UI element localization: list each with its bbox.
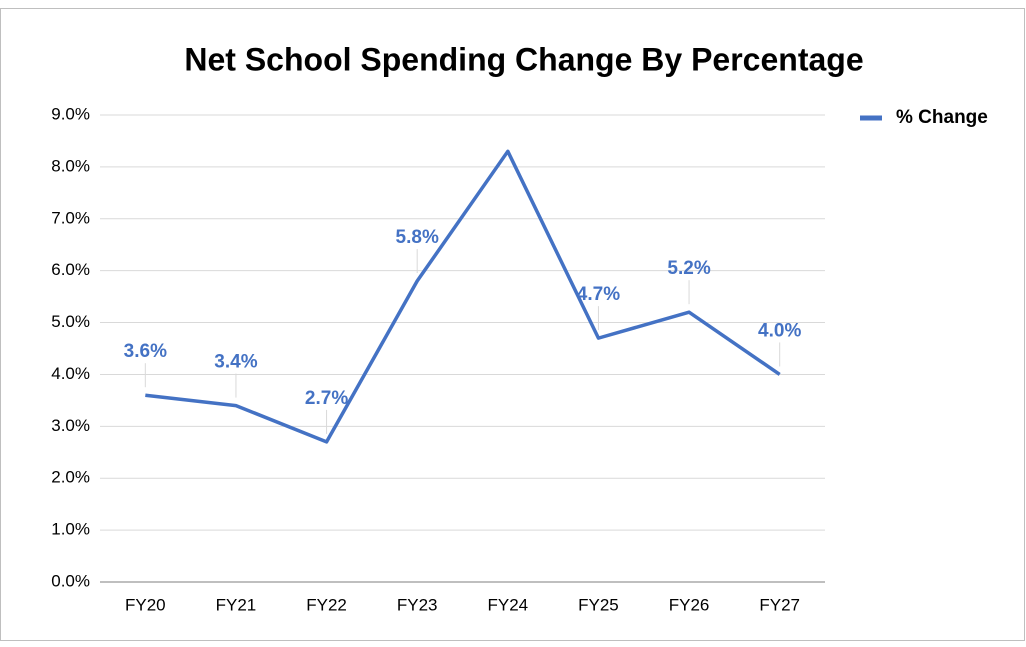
data-label: 3.4% — [214, 352, 257, 373]
y-tick-label: 5.0% — [51, 312, 90, 331]
x-tick-label: FY23 — [397, 595, 438, 614]
data-label: 5.2% — [667, 258, 710, 279]
y-tick-label: 7.0% — [51, 208, 90, 227]
x-tick-label: FY24 — [487, 595, 528, 614]
y-tick-label: 1.0% — [51, 520, 90, 539]
legend-label: % Change — [896, 107, 988, 128]
y-tick-label: 0.0% — [51, 571, 90, 590]
y-tick-label: 2.0% — [51, 468, 90, 487]
chart-frame — [0, 8, 1025, 641]
data-line — [145, 149, 781, 444]
x-tick-label: FY21 — [216, 595, 257, 614]
data-label: 4.0% — [758, 320, 801, 341]
x-tick-label: FY22 — [306, 595, 347, 614]
chart-title: Net School Spending Change By Percentage — [184, 41, 863, 77]
x-tick-label: FY27 — [759, 595, 800, 614]
data-label: 3.6% — [124, 341, 167, 362]
y-tick-label: 8.0% — [51, 156, 90, 175]
data-label: 4.7% — [577, 284, 620, 305]
x-tick-label: FY26 — [669, 595, 710, 614]
y-tick-label: 3.0% — [51, 416, 90, 435]
data-label: 2.7% — [305, 388, 348, 409]
x-tick-label: FY20 — [125, 595, 166, 614]
y-tick-label: 9.0% — [51, 104, 90, 123]
x-tick-label: FY25 — [578, 595, 619, 614]
data-label: 5.8% — [396, 227, 439, 248]
y-tick-label: 4.0% — [51, 364, 90, 383]
y-tick-label: 6.0% — [51, 260, 90, 279]
